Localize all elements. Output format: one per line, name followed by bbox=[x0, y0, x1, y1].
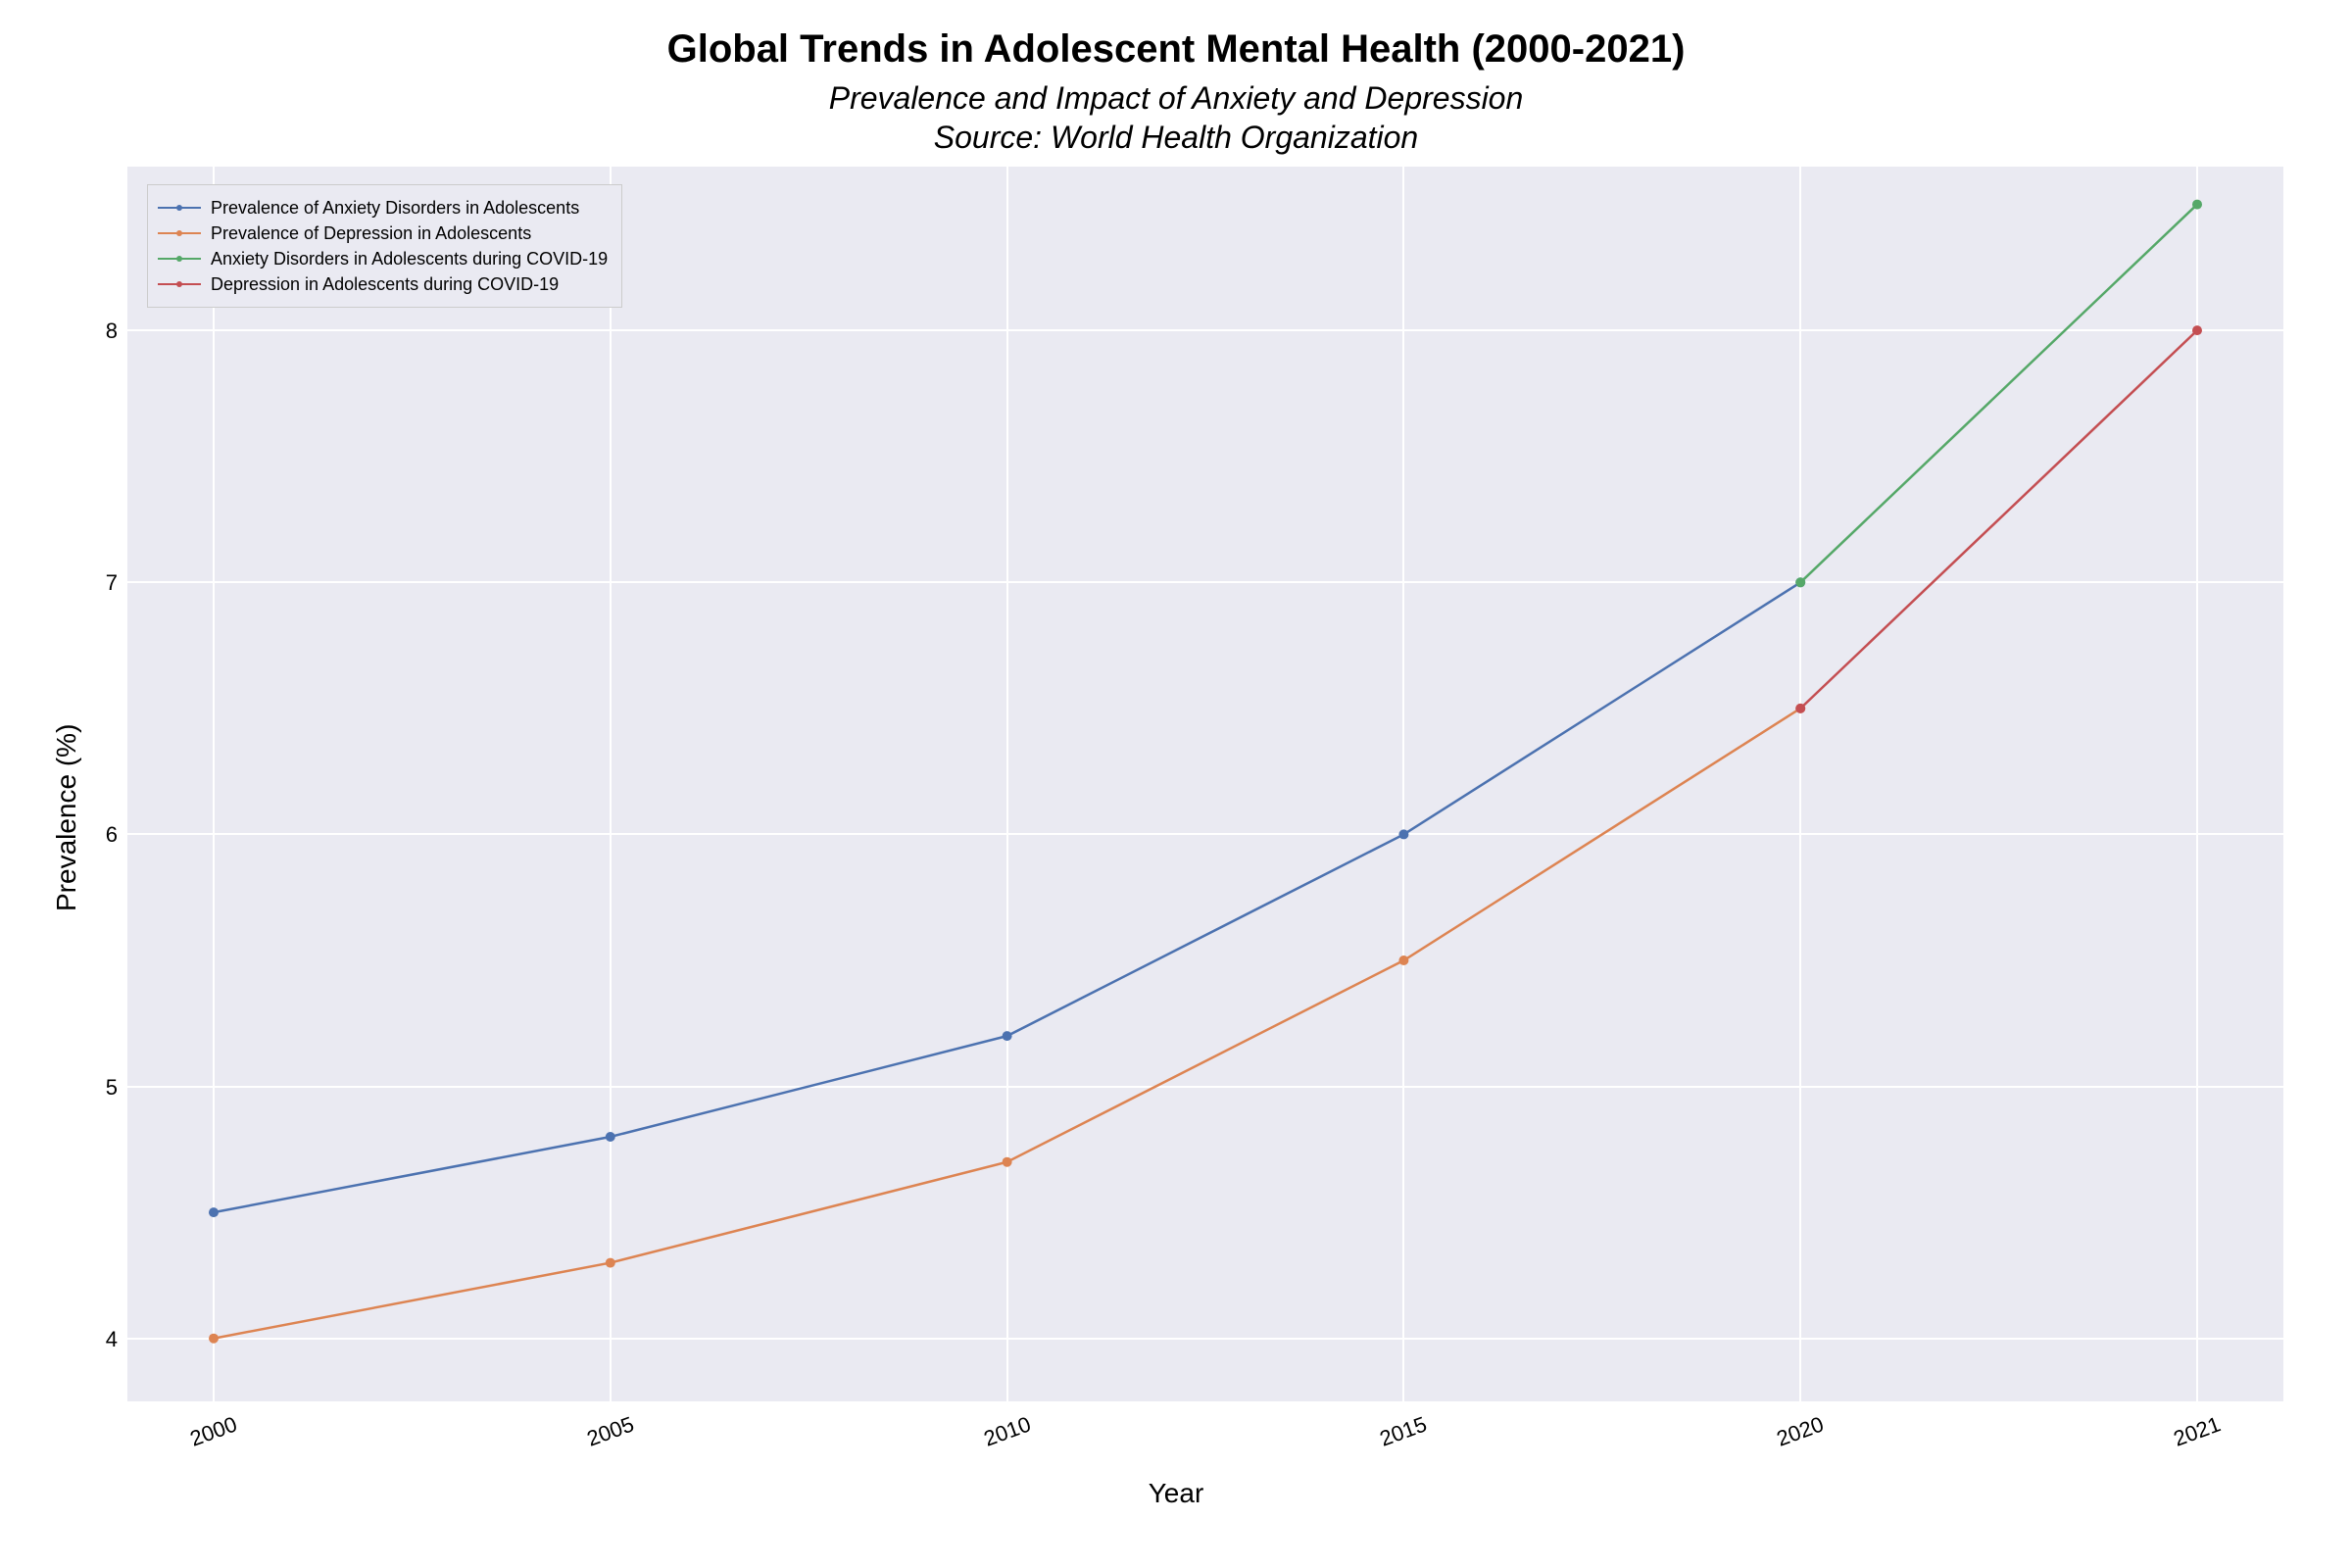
series-line bbox=[1800, 205, 2197, 583]
chart-subtitle: Prevalence and Impact of Anxiety and Dep… bbox=[0, 78, 2352, 157]
plot-area: Prevalence of Anxiety Disorders in Adole… bbox=[127, 167, 2283, 1401]
series-marker bbox=[1398, 829, 1408, 839]
legend-item: Prevalence of Depression in Adolescents bbox=[158, 220, 608, 246]
y-tick-label: 4 bbox=[59, 1327, 118, 1352]
legend-swatch bbox=[158, 252, 201, 266]
series-line bbox=[214, 709, 1800, 1339]
series-marker bbox=[1795, 704, 1805, 713]
y-axis-label: Prevalence (%) bbox=[51, 724, 82, 911]
legend-item: Depression in Adolescents during COVID-1… bbox=[158, 271, 608, 297]
legend-swatch bbox=[158, 226, 201, 240]
x-tick-label: 2021 bbox=[2156, 1406, 2238, 1457]
y-tick-label: 5 bbox=[59, 1075, 118, 1101]
x-tick-label: 2000 bbox=[172, 1406, 255, 1457]
series-marker bbox=[2192, 200, 2202, 210]
series-marker bbox=[1003, 1157, 1012, 1167]
series-marker bbox=[606, 1258, 615, 1268]
x-tick-label: 2020 bbox=[1759, 1406, 1841, 1457]
legend-swatch bbox=[158, 201, 201, 215]
chart-lines bbox=[127, 167, 2283, 1401]
x-axis-label: Year bbox=[0, 1478, 2352, 1509]
series-marker bbox=[1003, 1031, 1012, 1041]
legend-label: Anxiety Disorders in Adolescents during … bbox=[211, 249, 608, 270]
series-marker bbox=[1795, 577, 1805, 587]
series-marker bbox=[1398, 956, 1408, 965]
x-tick-label: 2010 bbox=[966, 1406, 1049, 1457]
y-tick-label: 6 bbox=[59, 822, 118, 848]
x-tick-label: 2005 bbox=[569, 1406, 652, 1457]
series-marker bbox=[606, 1132, 615, 1142]
legend-item: Prevalence of Anxiety Disorders in Adole… bbox=[158, 195, 608, 220]
legend-label: Prevalence of Depression in Adolescents bbox=[211, 223, 531, 244]
legend-swatch bbox=[158, 277, 201, 291]
x-tick-label: 2015 bbox=[1362, 1406, 1445, 1457]
chart-title: Global Trends in Adolescent Mental Healt… bbox=[0, 27, 2352, 72]
series-marker bbox=[2192, 325, 2202, 335]
series-line bbox=[214, 582, 1800, 1212]
chart-subtitle-line1: Prevalence and Impact of Anxiety and Dep… bbox=[829, 80, 1524, 116]
series-line bbox=[1800, 330, 2197, 709]
series-marker bbox=[209, 1334, 219, 1344]
y-tick-label: 8 bbox=[59, 318, 118, 344]
legend-label: Prevalence of Anxiety Disorders in Adole… bbox=[211, 198, 579, 219]
legend-label: Depression in Adolescents during COVID-1… bbox=[211, 274, 559, 295]
chart-subtitle-line2: Source: World Health Organization bbox=[934, 120, 1418, 155]
legend-item: Anxiety Disorders in Adolescents during … bbox=[158, 246, 608, 271]
chart-container: Global Trends in Adolescent Mental Healt… bbox=[0, 0, 2352, 1568]
series-marker bbox=[209, 1207, 219, 1217]
legend: Prevalence of Anxiety Disorders in Adole… bbox=[147, 184, 622, 308]
y-tick-label: 7 bbox=[59, 570, 118, 596]
